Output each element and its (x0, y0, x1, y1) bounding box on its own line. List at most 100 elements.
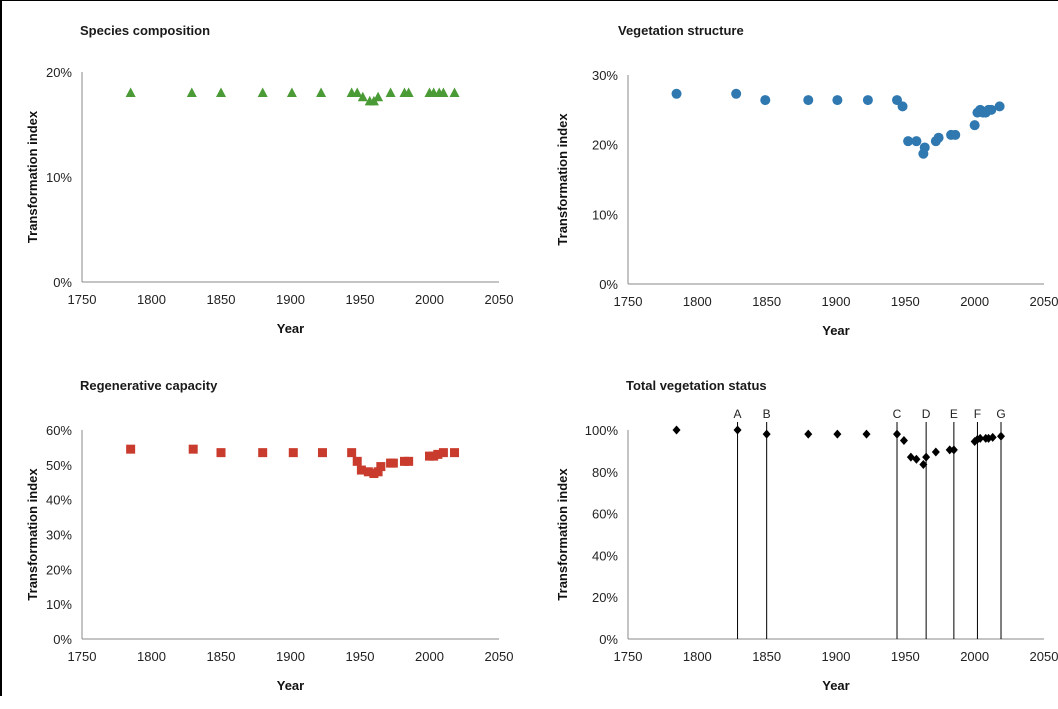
x-axis-title: Year (277, 678, 304, 693)
data-point (352, 456, 362, 466)
x-tick-label: 2050 (1030, 294, 1058, 309)
data-point (945, 445, 954, 455)
data-point (893, 429, 902, 439)
x-axis-title: Year (822, 323, 849, 338)
data-point (804, 429, 813, 439)
x-tick-label: 2050 (485, 649, 514, 664)
data-point (356, 465, 366, 475)
x-tick-label: 1800 (137, 292, 166, 307)
x-tick-label: 1950 (891, 294, 920, 309)
x-tick-label: 1900 (276, 292, 305, 307)
x-tick-label: 1750 (68, 292, 97, 307)
chart-svg: 0% 20% 40% 60% 80% 100% 1750 1800 1850 1900 1950 20… (555, 407, 1058, 693)
data-point (933, 132, 944, 143)
x-tick-label: 1750 (614, 649, 643, 664)
y-tick-label: 40% (592, 548, 618, 563)
data-point (125, 87, 136, 97)
y-axis-title: Transformation index (555, 468, 570, 601)
chart-title: Vegetation structure (618, 23, 744, 38)
data-point (373, 91, 384, 102)
x-axis-title: Year (277, 321, 304, 336)
data-point (803, 95, 814, 106)
y-tick-label: 20% (592, 590, 618, 605)
data-point (931, 447, 940, 457)
data-point (950, 129, 961, 140)
y-axis-title: Transformation index (25, 110, 40, 243)
y-tick-label: 0% (53, 275, 72, 290)
x-tick-label: 1950 (891, 649, 920, 664)
x-tick-label: 1750 (68, 649, 97, 664)
data-point (188, 444, 198, 454)
data-point (450, 448, 460, 458)
y-tick-label: 0% (599, 277, 618, 292)
data-point (126, 444, 136, 454)
chart-svg: 0% 10% 20% 30% 1750 1800 1850 1900 1950 2000 2050 Y… (555, 68, 1058, 338)
data-point (433, 449, 443, 459)
x-tick-label: 1900 (822, 294, 851, 309)
data-point (731, 88, 742, 99)
data-point (672, 425, 681, 435)
x-tick-label: 2050 (485, 292, 514, 307)
chart-panel-vegetation-structure: Vegetation structure 0% 10% 20% 30% 1750 1800… (532, 9, 1058, 354)
x-tick-label: 1800 (137, 649, 166, 664)
x-axis-title: Year (822, 678, 849, 693)
data-point (363, 467, 373, 477)
chart-panel-total-vegetation-status: Total vegetation status 0% 20% 40% 60% 80% 10… (532, 364, 1058, 709)
y-tick-label: 50% (46, 458, 72, 473)
data-point (976, 433, 985, 443)
chart-svg: 0% 10% 20% 30% 40% 50% 60% 1750 1800 1850 1900 1950… (25, 423, 514, 693)
data-point (317, 448, 327, 458)
chart-panel-species-composition: Species composition 0% 10% 20% 1750 1800 1850… (2, 9, 527, 354)
data-point (833, 429, 842, 439)
data-point (403, 87, 414, 97)
data-point (216, 448, 226, 458)
annotation-label: B (763, 407, 771, 421)
data-point (388, 458, 398, 468)
data-point (216, 87, 226, 97)
x-tick-label: 2000 (415, 649, 444, 664)
data-point (897, 101, 908, 112)
data-point (376, 462, 386, 472)
y-tick-label: 30% (46, 528, 72, 543)
data-point (986, 104, 997, 115)
data-point (316, 87, 327, 97)
y-axis-title: Transformation index (25, 468, 40, 601)
data-point (258, 448, 268, 458)
y-tick-label: 10% (592, 207, 618, 222)
annotation-label: F (974, 407, 981, 421)
chart-title: Total vegetation status (626, 378, 767, 393)
data-point (438, 87, 449, 97)
data-point (671, 88, 682, 99)
data-point (994, 101, 1005, 112)
annotation-label: D (922, 407, 931, 421)
y-tick-label: 30% (592, 68, 618, 83)
x-tick-label: 1850 (207, 292, 236, 307)
y-tick-label: 60% (592, 507, 618, 522)
y-axis-title: Transformation index (555, 113, 570, 246)
data-point (949, 445, 958, 455)
data-point (762, 429, 771, 439)
data-point (352, 87, 363, 97)
x-tick-label: 1750 (614, 294, 643, 309)
annotation-label: G (996, 407, 1005, 421)
data-point (912, 454, 921, 464)
y-tick-label: 10% (46, 597, 72, 612)
y-tick-label: 80% (592, 465, 618, 480)
chart-title: Regenerative capacity (80, 378, 218, 393)
x-tick-label: 1850 (752, 294, 781, 309)
chart-title: Species composition (80, 23, 211, 38)
x-tick-label: 2000 (960, 649, 989, 664)
y-tick-label: 60% (46, 423, 72, 438)
data-point (988, 432, 997, 442)
data-point (357, 91, 368, 102)
data-point (286, 87, 297, 97)
x-tick-label: 1900 (822, 649, 851, 664)
data-point (899, 435, 908, 445)
data-point (832, 95, 843, 106)
data-point (288, 448, 298, 458)
data-point (997, 431, 1006, 441)
x-tick-label: 1850 (752, 649, 781, 664)
x-tick-label: 2000 (415, 292, 444, 307)
y-tick-label: 0% (53, 632, 72, 647)
data-point (984, 433, 993, 443)
